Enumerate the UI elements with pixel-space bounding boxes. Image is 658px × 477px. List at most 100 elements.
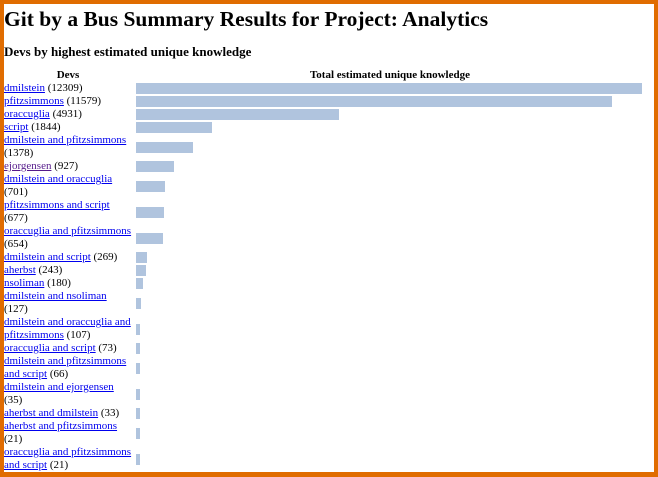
knowledge-bar [136, 427, 140, 439]
dev-link[interactable]: dmilstein and oraccuglia and pfitzsimmon… [4, 316, 131, 341]
bar-cell [134, 381, 646, 407]
dev-link[interactable]: oraccuglia [4, 108, 50, 120]
bar-cell [134, 290, 646, 316]
table-row: aherbst (243) [2, 264, 646, 277]
knowledge-bar [136, 83, 642, 94]
dev-cell: aherbst (243) [2, 264, 134, 277]
table-row: script (1844) [2, 121, 646, 134]
dev-link[interactable]: aherbst and pfitzsimmons [4, 420, 118, 432]
dev-link[interactable]: dmilstein and pfitzsimmons and script [4, 355, 127, 380]
dev-link[interactable]: pfitzsimmons [4, 95, 64, 107]
dev-count: (269) [93, 251, 118, 263]
dev-link[interactable]: pfitzsimmons and script [4, 199, 110, 211]
dev-link[interactable]: dmilstein and pfitzsimmons [4, 134, 127, 146]
knowledge-bar [136, 252, 147, 263]
dev-link[interactable]: dmilstein and nsoliman [4, 290, 107, 302]
knowledge-bar [136, 408, 140, 419]
dev-cell: oraccuglia (4931) [2, 108, 134, 121]
dev-cell: dmilstein and ejorgensen (35) [2, 381, 134, 407]
knowledge-bar [136, 343, 140, 354]
dev-link[interactable]: dmilstein [4, 82, 45, 94]
dev-cell: dmilstein and pfitzsimmons and script (6… [2, 355, 134, 381]
dev-link[interactable]: script [4, 121, 29, 133]
column-header-devs: Devs [56, 69, 80, 81]
table-row: dmilstein and nsoliman (127) [2, 290, 646, 316]
bar-cell [134, 225, 646, 251]
bar-cell [134, 407, 646, 420]
dev-count: (1378) [4, 147, 34, 159]
dev-cell: dmilstein (12309) [2, 82, 134, 95]
knowledge-bar [136, 453, 140, 465]
dev-link[interactable]: nsoliman [4, 277, 45, 289]
dev-count: (21) [4, 433, 23, 445]
table-row: oraccuglia and script (73) [2, 342, 646, 355]
table-row: aherbst and pfitzsimmons (21) [2, 420, 646, 446]
bar-cell [134, 121, 646, 134]
dev-count: (11579) [66, 95, 102, 107]
dev-cell: dmilstein and oraccuglia and pfitzsimmon… [2, 316, 134, 342]
dev-cell: pfitzsimmons (11579) [2, 95, 134, 108]
dev-link[interactable]: dmilstein and oraccuglia [4, 173, 113, 185]
page-title: Git by a Bus Summary Results for Project… [4, 7, 489, 31]
dev-cell: dmilstein and pfitzsimmons (1378) [2, 134, 134, 160]
dev-count: (701) [4, 186, 28, 198]
dev-link[interactable]: oraccuglia and pfitzsimmons [4, 225, 132, 237]
dev-count: (35) [4, 394, 23, 406]
bar-cell [134, 277, 646, 290]
dev-cell: dmilstein and oraccuglia (701) [2, 173, 134, 199]
dev-link[interactable]: dmilstein and script [4, 251, 91, 263]
dev-link[interactable]: aherbst and dmilstein [4, 407, 99, 419]
dev-count: (243) [38, 264, 63, 276]
knowledge-bar [136, 278, 143, 289]
bar-cell [134, 160, 646, 173]
dev-link[interactable]: dmilstein and ejorgensen [4, 381, 114, 393]
bar-cell [134, 316, 646, 342]
dev-cell: oraccuglia and pfitzsimmons (654) [2, 225, 134, 251]
knowledge-bar [136, 323, 140, 335]
knowledge-bar [136, 265, 146, 276]
dev-link[interactable]: oraccuglia and script [4, 342, 96, 354]
table-row: ejorgensen (927) [2, 160, 646, 173]
dev-count: (12309) [47, 82, 83, 94]
bar-cell [134, 82, 646, 95]
table-row: dmilstein and oraccuglia and pfitzsimmon… [2, 316, 646, 342]
dev-count: (927) [54, 160, 79, 172]
table-row: nsoliman (180) [2, 277, 646, 290]
bar-cell [134, 251, 646, 264]
dev-link[interactable]: aherbst [4, 264, 36, 276]
dev-count: (677) [4, 212, 28, 224]
bar-cell [134, 199, 646, 225]
table-row: dmilstein and pfitzsimmons and script (6… [2, 355, 646, 381]
bar-cell [134, 355, 646, 381]
knowledge-bar [136, 180, 165, 192]
bar-cell [134, 108, 646, 121]
bar-cell [134, 95, 646, 108]
bar-cell [134, 342, 646, 355]
dev-cell: aherbst and dmilstein (33) [2, 407, 134, 420]
dev-cell: oraccuglia and script (73) [2, 342, 134, 355]
knowledge-bar [136, 141, 193, 153]
dev-count: (180) [47, 277, 71, 289]
dev-count: (4931) [52, 108, 82, 120]
table-row: oraccuglia and pfitzsimmons and script (… [2, 446, 646, 472]
dev-cell: dmilstein and nsoliman (127) [2, 290, 134, 316]
table-row: dmilstein and oraccuglia (701) [2, 173, 646, 199]
dev-count: (107) [66, 329, 91, 341]
dev-link[interactable]: ejorgensen [4, 160, 52, 172]
table-row: pfitzsimmons (11579) [2, 95, 646, 108]
section-heading: Devs by highest estimated unique knowled… [4, 44, 252, 59]
knowledge-bar [136, 388, 140, 400]
table-row: dmilstein and ejorgensen (35) [2, 381, 646, 407]
bar-cell [134, 446, 646, 472]
knowledge-bar [136, 122, 212, 133]
dev-cell: pfitzsimmons and script (677) [2, 199, 134, 225]
knowledge-bar [136, 96, 612, 107]
knowledge-bar [136, 206, 164, 218]
knowledge-bar [136, 232, 163, 244]
table-row: aherbst and dmilstein (33) [2, 407, 646, 420]
knowledge-bar [136, 297, 141, 309]
bar-cell [134, 420, 646, 446]
dev-count: (127) [4, 303, 28, 315]
dev-cell: aherbst and pfitzsimmons (21) [2, 420, 134, 446]
